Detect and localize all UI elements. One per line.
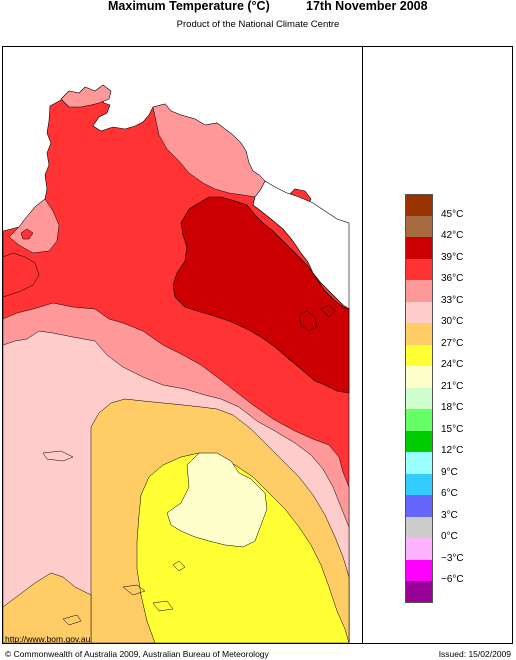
legend-swatch [405, 495, 433, 517]
footer-url[interactable]: http://www.bom.gov.au [5, 634, 91, 644]
map-title: Maximum Temperature (°C) [108, 0, 270, 13]
legend-swatch [405, 237, 433, 259]
lake [122, 584, 146, 596]
legend-label: 36°C [441, 273, 464, 284]
north-coast-33 [152, 103, 266, 198]
map-date: 17th November 2008 [306, 0, 428, 13]
legend-label: 27°C [441, 337, 464, 349]
legend-swatch [405, 323, 433, 345]
legend-swatch [405, 258, 433, 280]
legend-label: 12°C [441, 445, 464, 456]
legend-swatch [405, 215, 433, 237]
legend-swatch [405, 301, 433, 323]
west-island [20, 228, 34, 240]
footer-copyright: © Commonwealth of Australia 2009, Austra… [5, 649, 269, 659]
legend-swatch [405, 194, 433, 216]
land-region-21 [166, 452, 268, 548]
legend-label: 30°C [441, 316, 464, 327]
lake [152, 600, 174, 612]
legend-swatch [405, 280, 433, 302]
map-frame [2, 46, 513, 644]
legend-swatch [405, 452, 433, 474]
gulf-island-small [320, 304, 336, 318]
legend-label: 0°C [441, 531, 458, 542]
temperature-map [3, 47, 362, 643]
legend-swatch [405, 409, 433, 431]
legend-label: 42°C [441, 230, 464, 241]
legend-swatch [405, 344, 433, 366]
legend-swatch [405, 473, 433, 495]
legend-label: 45°C [441, 208, 464, 220]
legend-swatch [405, 559, 433, 581]
temperature-legend [405, 194, 433, 603]
footer-issued-date: Issued: 15/02/2009 [438, 649, 511, 659]
legend-label: 33°C [441, 294, 464, 306]
legend-label: 6°C [441, 488, 458, 499]
map-subtitle: Product of the National Climate Centre [176, 19, 340, 30]
legend-swatch [405, 516, 433, 538]
legend-swatch [405, 387, 433, 409]
legend-label: 9°C [441, 466, 458, 478]
tiwi-islands [60, 84, 112, 108]
legend-swatch [405, 430, 433, 452]
legend-label: 24°C [441, 359, 464, 370]
legend-divider [362, 46, 363, 644]
legend-label: 21°C [441, 380, 464, 392]
legend-label: −6°C [441, 574, 464, 585]
lake [42, 450, 74, 462]
legend-label: −3°C [441, 552, 464, 564]
west-coast-33 [8, 198, 60, 254]
lake [172, 560, 186, 572]
land-region-27-west [3, 572, 92, 643]
legend-label: 18°C [441, 402, 464, 413]
legend-swatch [405, 366, 433, 388]
legend-swatch [405, 538, 433, 560]
map-title-bar: Maximum Temperature (°C) 17th November 2… [0, 0, 516, 16]
legend-label: 39°C [441, 251, 464, 263]
gulf-water [252, 180, 350, 310]
lake [62, 614, 82, 626]
legend-swatch [405, 581, 433, 603]
west-coast-36 [3, 252, 40, 298]
legend-label: 15°C [441, 423, 464, 435]
gulf-island [298, 310, 318, 332]
legend-label: 3°C [441, 509, 458, 521]
land-region-39 [172, 196, 350, 394]
